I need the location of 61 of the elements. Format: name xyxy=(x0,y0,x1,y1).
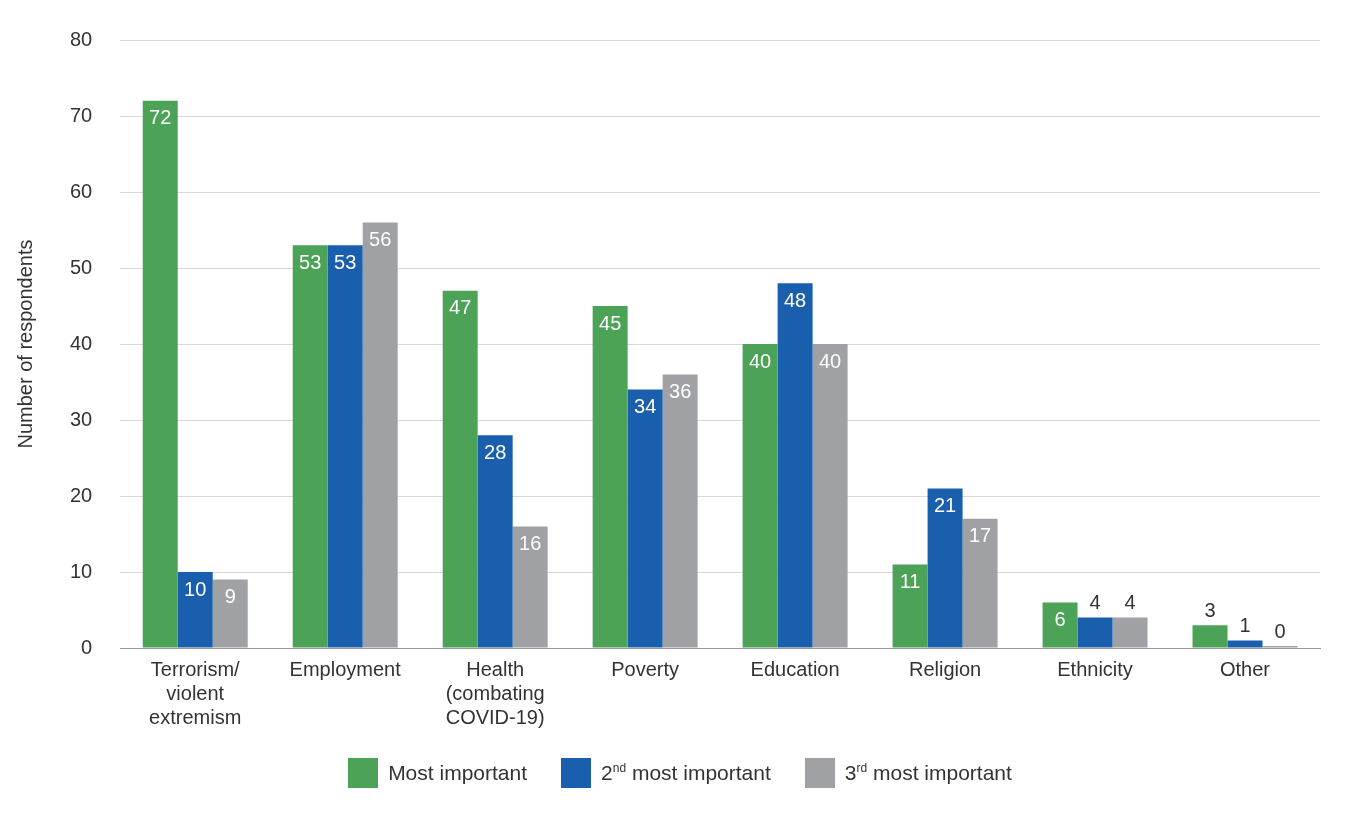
data-label: 4 xyxy=(1089,591,1101,614)
bar xyxy=(742,344,778,648)
data-label: 3 xyxy=(1204,598,1216,621)
data-label: 72 xyxy=(149,106,172,129)
bar xyxy=(1042,602,1078,648)
bar xyxy=(927,488,963,648)
data-label: 40 xyxy=(818,349,842,372)
bar xyxy=(477,435,513,648)
x-tick-label: Poverty xyxy=(611,657,680,680)
data-label: 48 xyxy=(783,288,807,311)
x-tick-label: Religion xyxy=(908,657,982,680)
y-axis-title: Number of respondents xyxy=(13,239,36,449)
data-label: 53 xyxy=(299,250,322,273)
data-label: 53 xyxy=(334,250,357,273)
y-tick-label: 60 xyxy=(70,179,93,202)
x-tick-label: Employment xyxy=(289,657,402,680)
x-tick-label: Terrorism/ violent extremism xyxy=(149,657,242,728)
bar xyxy=(142,100,178,648)
y-tick-label: 50 xyxy=(70,255,93,278)
x-tick-label: Ethnicity xyxy=(1057,657,1133,680)
bar xyxy=(1077,617,1113,648)
x-tick-label: Education xyxy=(750,657,840,680)
data-label: 34 xyxy=(634,395,657,418)
y-tick-label: 0 xyxy=(81,635,93,658)
data-label: 9 xyxy=(224,585,236,608)
y-tick-label: 30 xyxy=(70,407,93,430)
data-label: 36 xyxy=(669,379,692,402)
bar xyxy=(1192,625,1228,648)
x-tick-label: Health (combating COVID-19) xyxy=(445,657,545,728)
data-label: 28 xyxy=(484,440,507,463)
data-label: 4 xyxy=(1124,591,1136,614)
legend-label: 2$^{nd}$ most important xyxy=(601,761,771,785)
data-label: 11 xyxy=(899,569,921,592)
bar xyxy=(592,306,628,648)
data-label: 47 xyxy=(449,296,472,319)
bar xyxy=(627,389,663,648)
data-label: 10 xyxy=(184,577,207,600)
data-label: 17 xyxy=(968,524,992,547)
data-label: 45 xyxy=(599,311,622,334)
legend-label: Most important xyxy=(388,761,528,785)
data-label: 40 xyxy=(748,349,772,372)
y-tick-label: 70 xyxy=(70,103,93,126)
data-label: 56 xyxy=(369,227,392,250)
data-label: 21 xyxy=(933,493,957,516)
y-tick-label: 10 xyxy=(70,559,93,582)
y-tick-label: 80 xyxy=(70,27,93,50)
bar xyxy=(1227,640,1263,648)
y-tick-label: 40 xyxy=(70,331,93,354)
data-label: 6 xyxy=(1054,607,1066,630)
y-tick-label: 20 xyxy=(70,483,93,506)
bar xyxy=(292,245,328,648)
bar xyxy=(892,564,928,648)
data-label: 0 xyxy=(1274,619,1286,642)
bar xyxy=(177,572,213,648)
x-tick-label: Other xyxy=(1220,657,1271,680)
data-label: 1 xyxy=(1239,613,1251,636)
bar xyxy=(327,245,363,648)
data-label: 16 xyxy=(519,531,542,554)
bar xyxy=(777,283,813,648)
bar xyxy=(442,290,478,648)
legend-label: 3$^{rd}$ most important xyxy=(844,761,1012,785)
